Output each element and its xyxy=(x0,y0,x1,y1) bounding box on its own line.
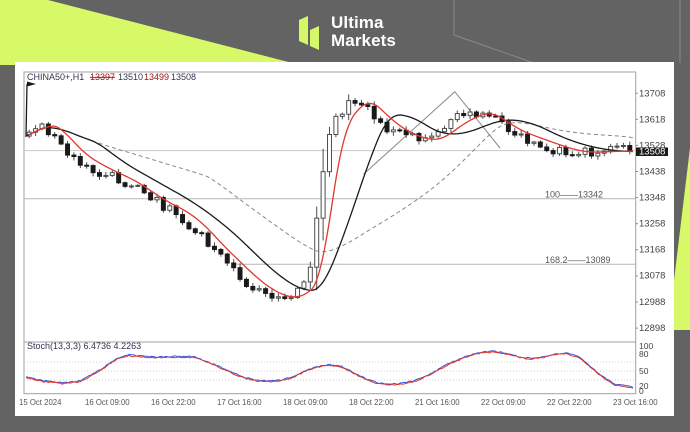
svg-text:13708: 13708 xyxy=(639,89,665,100)
svg-text:13508: 13508 xyxy=(171,72,196,82)
svg-text:Stoch(13,3,3) 6.4736 4.2263: Stoch(13,3,3) 6.4736 4.2263 xyxy=(27,341,141,351)
svg-text:12898: 12898 xyxy=(639,323,665,334)
svg-text:18 Oct 22:00: 18 Oct 22:00 xyxy=(349,398,394,407)
svg-text:15 Oct 2024: 15 Oct 2024 xyxy=(19,398,62,407)
svg-text:22 Oct 22:00: 22 Oct 22:00 xyxy=(547,398,592,407)
svg-text:13348: 13348 xyxy=(639,193,665,204)
svg-text:13438: 13438 xyxy=(639,167,665,178)
svg-text:100——13342: 100——13342 xyxy=(545,189,603,199)
svg-text:50: 50 xyxy=(639,366,649,376)
svg-text:23 Oct 16:00: 23 Oct 16:00 xyxy=(613,398,658,407)
svg-text:13258: 13258 xyxy=(639,219,665,230)
svg-text:13510: 13510 xyxy=(118,72,143,82)
svg-text:16 Oct 09:00: 16 Oct 09:00 xyxy=(85,398,130,407)
svg-text:13397: 13397 xyxy=(90,72,115,82)
svg-text:0: 0 xyxy=(639,386,644,396)
svg-text:13499: 13499 xyxy=(144,72,169,82)
svg-text:13078: 13078 xyxy=(639,271,665,282)
svg-text:CHINA50+,H1: CHINA50+,H1 xyxy=(27,72,84,82)
svg-text:13508: 13508 xyxy=(639,147,665,158)
svg-text:18 Oct 09:00: 18 Oct 09:00 xyxy=(283,398,328,407)
svg-text:168.2——13089: 168.2——13089 xyxy=(545,255,611,265)
svg-text:17 Oct 16:00: 17 Oct 16:00 xyxy=(217,398,262,407)
svg-text:12988: 12988 xyxy=(639,297,665,308)
svg-text:13618: 13618 xyxy=(639,115,665,126)
svg-text:13168: 13168 xyxy=(639,245,665,256)
svg-text:21 Oct 16:00: 21 Oct 16:00 xyxy=(415,398,460,407)
svg-text:22 Oct 09:00: 22 Oct 09:00 xyxy=(481,398,526,407)
svg-text:16 Oct 22:00: 16 Oct 22:00 xyxy=(151,398,196,407)
svg-text:80: 80 xyxy=(639,349,649,359)
